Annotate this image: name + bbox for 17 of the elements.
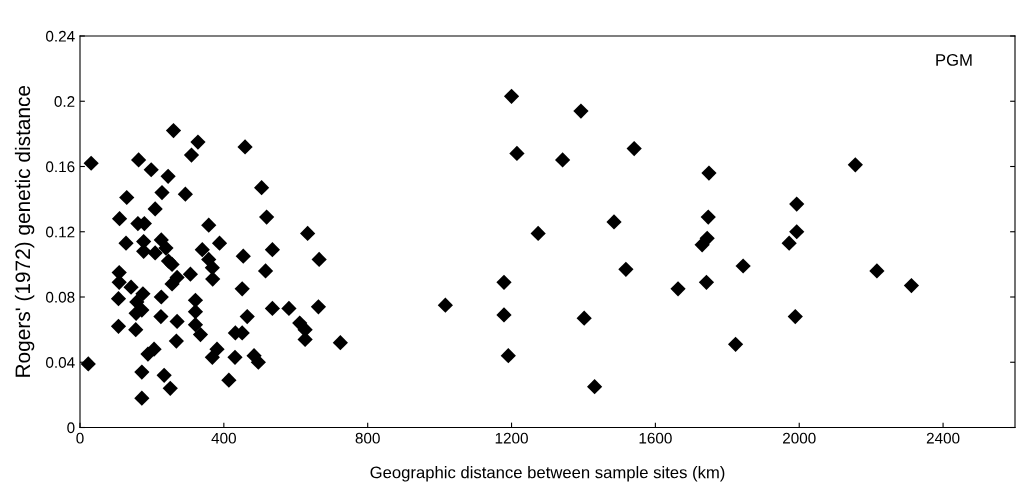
- x-tick-label: 800: [355, 432, 380, 444]
- x-tick-label: 400: [211, 432, 236, 444]
- y-tick-label: 0.12: [46, 226, 75, 238]
- x-tick-label: 2000: [783, 432, 816, 444]
- y-tick-label: 0.04: [46, 357, 75, 368]
- x-axis-title: Geographic distance between sample sites (km): [370, 466, 725, 482]
- x-tick-label: 2400: [926, 432, 960, 444]
- annotation: PGM: [936, 54, 972, 66]
- y-tick-label: 0.2: [54, 96, 75, 107]
- x-tick-label: 1600: [639, 432, 672, 444]
- y-tick-label: 0.08: [46, 291, 75, 303]
- y-axis-title: Rogers' (1972) genetic distance: [14, 85, 35, 377]
- y-tick-label: 0.24: [46, 30, 75, 42]
- y-tick-label: 0.16: [46, 161, 75, 173]
- y-tick-label: 0: [67, 422, 75, 434]
- x-tick-label: 1200: [495, 432, 528, 444]
- x-tick-label: 0: [76, 432, 84, 444]
